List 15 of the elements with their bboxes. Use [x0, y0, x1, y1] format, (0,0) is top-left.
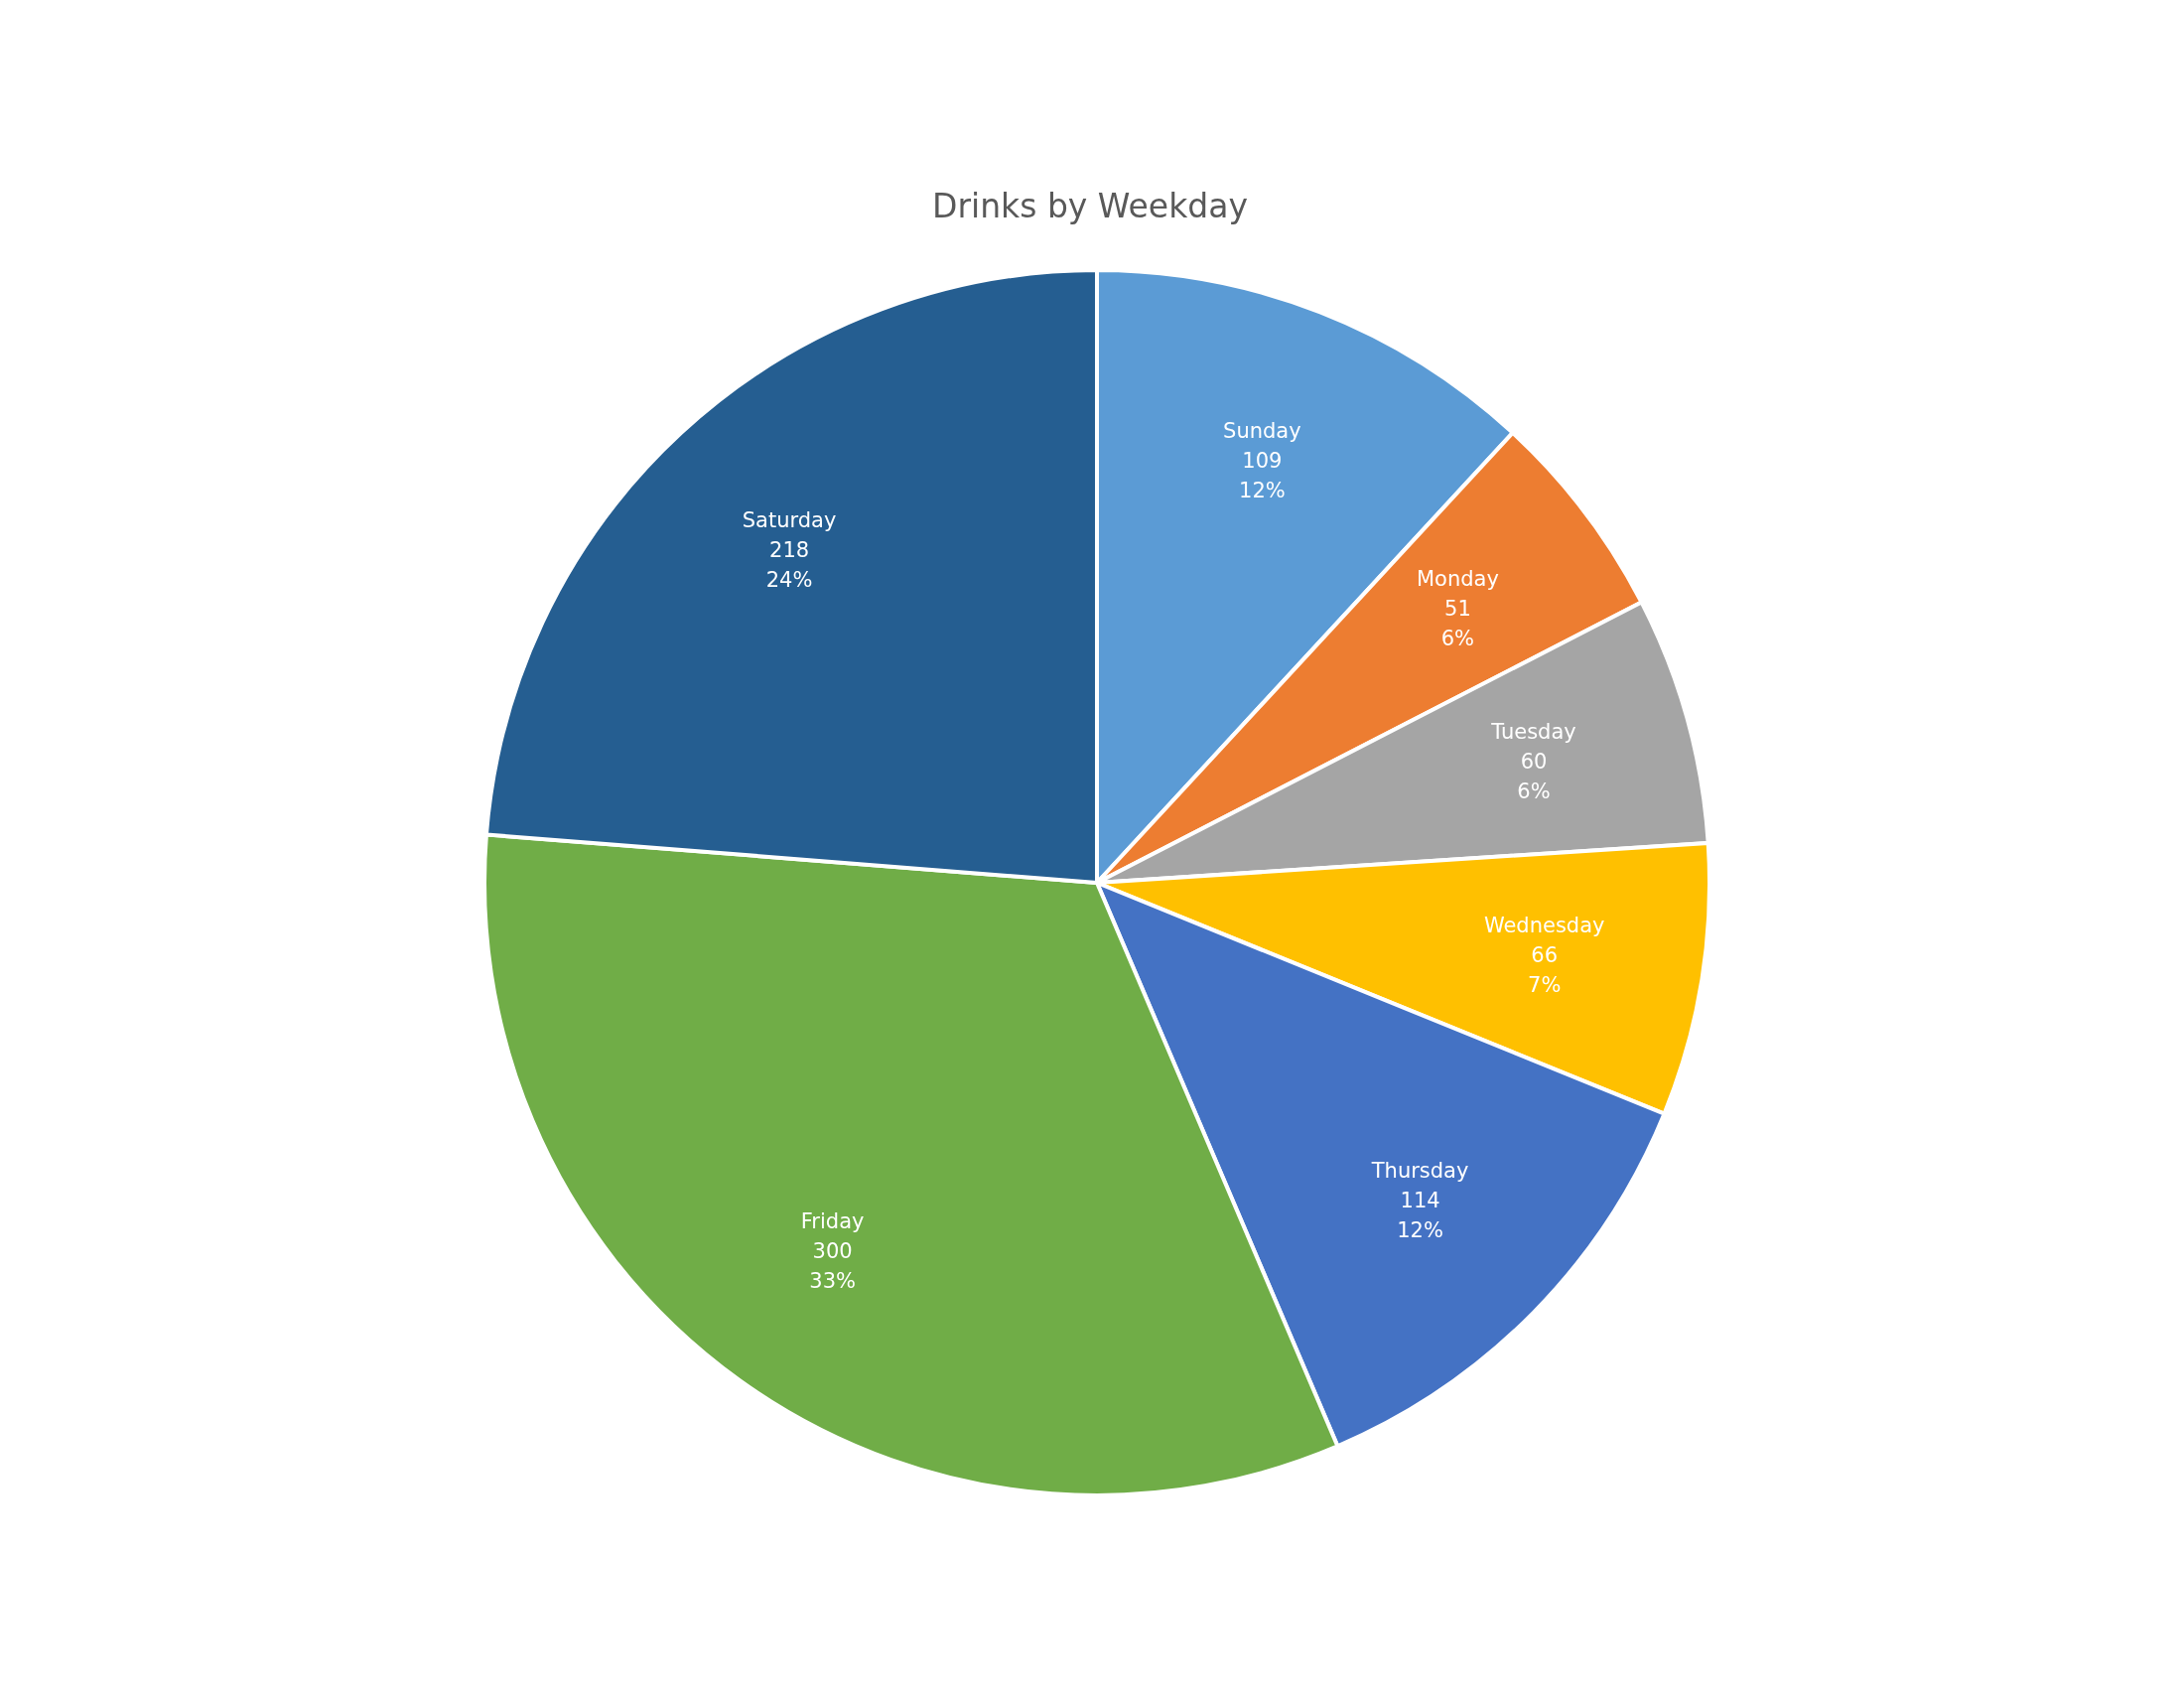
data-label: 109 12% — [1239, 448, 1286, 502]
slice-label: Monday — [1416, 566, 1499, 591]
data-label: 51 6% — [1440, 596, 1475, 650]
data-label: 114 12% — [1397, 1189, 1443, 1243]
slice-label: Friday — [800, 1208, 865, 1233]
data-label: 60 6% — [1517, 750, 1551, 804]
data-label: 300 33% — [809, 1238, 856, 1293]
chart-title: Drinks by Weekday — [931, 187, 1249, 225]
slice-label: Saturday — [742, 507, 837, 532]
slice-label: Thursday — [1370, 1159, 1469, 1184]
data-label: 66 7% — [1528, 943, 1562, 998]
slice-label: Wednesday — [1483, 914, 1605, 938]
data-label: 218 24% — [765, 537, 813, 592]
slice-label: Tuesday — [1490, 720, 1576, 745]
slice-label: Sunday — [1223, 418, 1301, 443]
